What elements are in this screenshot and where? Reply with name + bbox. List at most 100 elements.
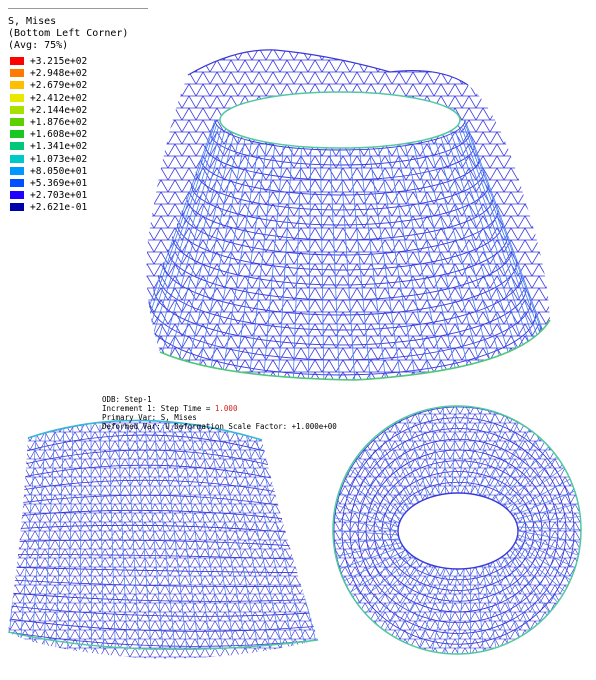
top-spoke xyxy=(333,517,399,532)
side-col xyxy=(19,424,38,651)
top-spoke xyxy=(506,553,550,613)
top-spoke xyxy=(451,406,457,494)
main-radial xyxy=(464,119,545,335)
info-deformed-var: Deformed Var: U Deformation Scale Factor… xyxy=(102,422,337,431)
top-spoke xyxy=(517,526,581,530)
side-col xyxy=(180,424,212,651)
side-bottom-edge xyxy=(7,631,319,650)
main-ring xyxy=(200,158,480,196)
top-spoke xyxy=(502,556,541,622)
main-ring xyxy=(186,197,494,241)
side-col xyxy=(79,424,83,651)
main-radial xyxy=(378,148,420,381)
top-spoke xyxy=(444,568,459,654)
top-spoke xyxy=(457,568,465,654)
top-spoke xyxy=(482,565,497,648)
top-spoke xyxy=(374,561,424,623)
top-spoke xyxy=(349,468,404,516)
legend-value: +2.679e+02 xyxy=(30,80,88,92)
main-radial xyxy=(458,129,540,356)
side-col xyxy=(99,424,104,651)
side-row xyxy=(22,479,278,493)
top-spoke xyxy=(364,558,419,614)
side-col xyxy=(135,424,152,651)
top-spoke xyxy=(463,408,483,494)
main-radial xyxy=(219,142,260,381)
legend-value: +1.876e+02 xyxy=(30,117,88,128)
top-spoke xyxy=(394,422,424,501)
top-spoke xyxy=(418,568,446,649)
side-col xyxy=(252,424,307,651)
top-spoke xyxy=(356,556,414,604)
legend-swatch xyxy=(10,142,24,151)
legend-value: +1.341e+02 xyxy=(30,141,88,153)
top-ring xyxy=(341,417,575,645)
side-col xyxy=(31,424,47,651)
main-ring xyxy=(172,236,508,286)
side-col xyxy=(67,424,74,651)
legend-swatch xyxy=(10,57,24,65)
top-spoke xyxy=(335,542,402,557)
top-spoke xyxy=(373,438,414,506)
legend-value: +1.073e+02 xyxy=(30,153,88,165)
main-radial xyxy=(276,147,293,381)
legend-value: +3.215e+02 xyxy=(30,56,88,67)
top-spoke xyxy=(333,538,400,544)
main-radial xyxy=(446,135,524,370)
legend-value: +2.144e+02 xyxy=(30,104,88,116)
top-spoke xyxy=(356,457,407,513)
top-spoke xyxy=(514,503,579,520)
main-ring xyxy=(205,145,475,181)
legend-value: +5.369e+01 xyxy=(30,178,88,189)
main-radial xyxy=(146,124,217,356)
side-row xyxy=(15,554,296,560)
main-radial xyxy=(146,122,216,351)
main-radial xyxy=(194,139,246,381)
side-col xyxy=(171,424,200,651)
side-row xyxy=(26,434,266,452)
info-increment: Increment 1: Step Time = 1.000 xyxy=(102,404,337,413)
side-col xyxy=(108,424,116,651)
top-inner-opening xyxy=(397,492,519,570)
top-ring xyxy=(381,471,535,591)
main-radial xyxy=(368,149,405,381)
main-radial xyxy=(164,133,230,375)
top-spoke xyxy=(333,530,399,536)
side-row xyxy=(25,449,270,466)
top-spoke xyxy=(395,565,434,638)
top-spoke xyxy=(405,416,429,499)
top-spoke xyxy=(343,479,402,520)
main-ring xyxy=(195,171,485,211)
legend-swatch xyxy=(10,203,24,212)
top-spoke xyxy=(430,408,440,495)
main-radial xyxy=(404,145,462,381)
main-radial xyxy=(428,141,497,381)
main-radial xyxy=(387,147,434,381)
main-radial xyxy=(146,126,219,361)
main-radial xyxy=(349,149,373,381)
top-spoke xyxy=(492,437,540,501)
main-radial xyxy=(359,149,389,381)
info-step-time: 1.000 xyxy=(214,404,238,413)
main-radial xyxy=(183,137,240,381)
top-view xyxy=(333,406,581,654)
legend-swatch xyxy=(10,179,24,187)
side-row xyxy=(18,524,289,533)
top-spoke xyxy=(516,538,576,569)
main-opening xyxy=(219,91,461,149)
main-radial xyxy=(150,129,222,366)
side-row xyxy=(17,539,292,547)
legend-swatch xyxy=(10,166,24,175)
side-view xyxy=(8,420,318,659)
top-spoke xyxy=(338,491,400,524)
top-spoke xyxy=(509,478,571,513)
side-col xyxy=(243,424,295,651)
legend-average: (Avg: 75%) xyxy=(8,40,69,51)
top-spoke xyxy=(384,563,429,631)
side-col xyxy=(153,424,176,651)
top-spoke xyxy=(514,542,571,581)
side-col xyxy=(207,424,247,651)
top-spoke xyxy=(497,559,531,631)
side-col xyxy=(117,424,128,651)
